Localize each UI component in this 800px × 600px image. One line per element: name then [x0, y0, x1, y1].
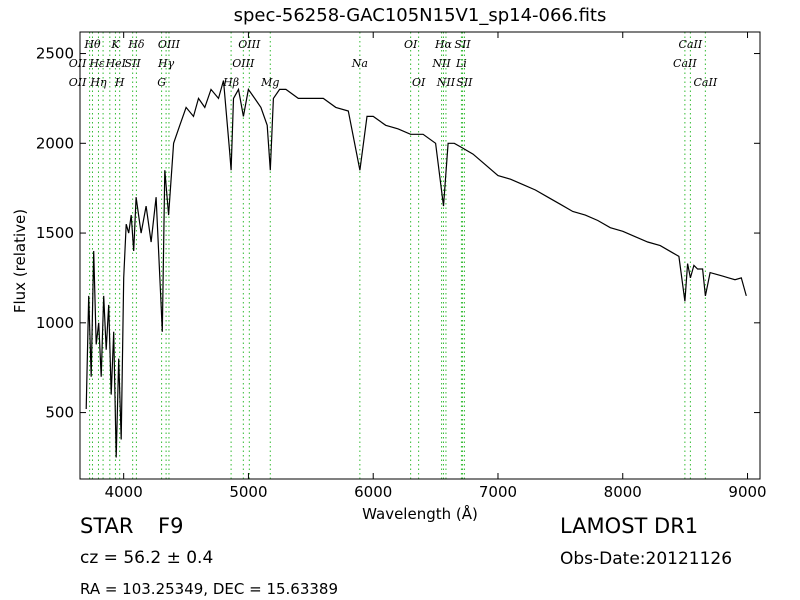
- line-marker-label: OIII: [232, 57, 255, 70]
- line-marker-label: OIII: [238, 38, 261, 51]
- line-marker-label: H: [114, 76, 125, 89]
- spectrum-line: [85, 80, 747, 458]
- y-tick-label: 2000: [36, 134, 74, 152]
- x-tick-label: 7000: [479, 483, 517, 501]
- y-tick-label: 1500: [36, 224, 74, 242]
- line-marker-label: Hδ: [127, 38, 145, 51]
- line-marker-label: OII: [69, 57, 87, 70]
- line-marker-label: Hα: [434, 38, 453, 51]
- x-axis-ticks: 4000 5000 6000 7000 8000 9000: [105, 32, 767, 501]
- line-marker-label: G: [157, 76, 166, 89]
- chart-title: spec-56258-GAC105N15V1_sp14-066.fits: [233, 5, 607, 26]
- x-axis-label: Wavelength (Å): [362, 505, 478, 523]
- line-marker-label: Li: [455, 57, 467, 70]
- coordinates-text: RA = 103.25349, DEC = 15.63389: [80, 580, 339, 598]
- line-marker-label: OI: [412, 76, 426, 89]
- y-tick-label: 500: [45, 404, 74, 422]
- survey-label: LAMOST DR1: [560, 514, 699, 538]
- y-axis-ticks: 500 1000 1500 2000 2500: [36, 45, 760, 422]
- line-marker-label: Hθ: [83, 38, 101, 51]
- subclass-text: F9: [158, 514, 184, 538]
- plot-frame: [79, 31, 761, 480]
- line-marker-label: HeI: [105, 57, 127, 70]
- obs-date-text: Obs-Date:20121126: [560, 549, 733, 569]
- line-marker-label: Hβ: [222, 76, 239, 89]
- object-class-text: STAR: [80, 514, 134, 538]
- x-tick-label: 5000: [229, 483, 267, 501]
- x-tick-label: 8000: [604, 483, 642, 501]
- y-tick-label: 1000: [36, 314, 74, 332]
- line-marker-label: NII: [431, 57, 451, 70]
- line-marker-label: OII: [69, 76, 87, 89]
- line-marker-label: CaII: [679, 38, 703, 51]
- line-marker-label: SII: [125, 57, 142, 70]
- y-tick-label: 2500: [36, 45, 74, 63]
- line-marker-label: NII: [436, 76, 456, 89]
- x-tick-label: 4000: [105, 483, 143, 501]
- x-tick-label: 9000: [728, 483, 766, 501]
- line-marker-label: CaII: [694, 76, 718, 89]
- line-marker-label: Hη: [89, 76, 107, 89]
- line-marker-label: SII: [454, 38, 471, 51]
- line-marker-label: K: [110, 38, 120, 51]
- line-marker-label: CaII: [673, 57, 697, 70]
- line-markers: [89, 32, 706, 479]
- x-tick-label: 6000: [354, 483, 392, 501]
- line-marker-label: Mg: [260, 76, 279, 89]
- y-axis-label: Flux (relative): [11, 208, 29, 314]
- line-marker-label: Hγ: [157, 57, 175, 70]
- redshift-text: cz = 56.2 ± 0.4: [80, 548, 214, 568]
- line-marker-label: Hε: [88, 57, 105, 70]
- line-marker-label: OI: [404, 38, 418, 51]
- line-marker-label: OIII: [158, 38, 181, 51]
- line-marker-label: SII: [456, 76, 473, 89]
- line-marker-label: Na: [351, 57, 368, 70]
